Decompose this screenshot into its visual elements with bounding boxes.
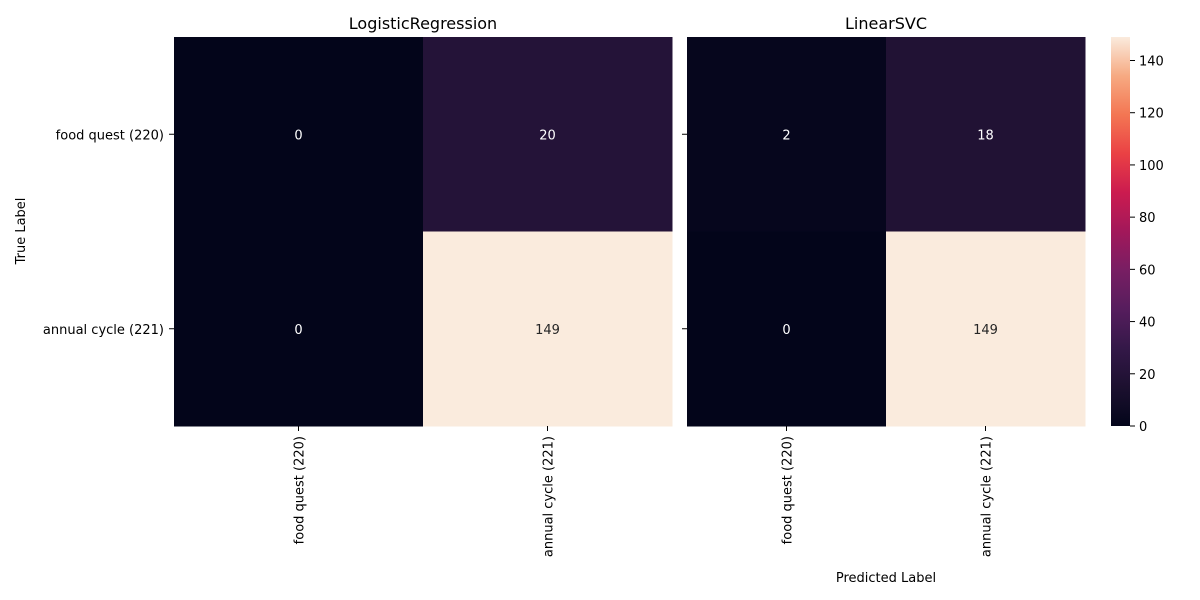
heatmap-panel-linear-svc: LinearSVC 2 18 0 149 food quest (220) annual…	[682, 14, 1086, 586]
colorbar-tick-label: 120	[1139, 107, 1164, 122]
cell-value-label: 149	[973, 323, 998, 338]
colorbar-tick-label: 20	[1139, 368, 1156, 383]
heatmap-cell	[886, 231, 1086, 427]
heatmap-cell	[423, 231, 673, 427]
y-tick-marks	[682, 133, 687, 330]
heatmap-cells: 2 18 0 149	[687, 37, 1086, 427]
cell-value-label: 20	[539, 128, 556, 143]
x-axis-label: Predicted Label	[836, 571, 936, 586]
heatmap-cell	[423, 37, 673, 232]
heatmap-cells: 0 20 0 149	[174, 37, 673, 427]
x-tick-label: food quest (220)	[293, 436, 308, 544]
cell-value-label: 18	[977, 128, 994, 143]
x-tick-label: annual cycle (221)	[980, 436, 995, 557]
x-tick-labels: food quest (220) annual cycle (221)	[293, 426, 557, 557]
y-tick-label: annual cycle (221)	[43, 323, 164, 338]
colorbar-tick-label: 60	[1139, 263, 1156, 278]
colorbar-gradient	[1111, 37, 1130, 426]
heatmap-cell	[886, 37, 1086, 232]
cell-value-label: 149	[535, 323, 560, 338]
cell-value-label: 0	[294, 323, 302, 338]
x-tick-label: food quest (220)	[781, 436, 796, 544]
colorbar-tick-label: 100	[1139, 159, 1164, 174]
heatmap-panel-logistic-regression: LogisticRegression 0 20 0 149 food quest (2…	[14, 14, 673, 557]
heatmap-cell	[174, 37, 424, 232]
cell-value-label: 0	[782, 323, 790, 338]
heatmap-cell	[687, 231, 887, 427]
y-tick-label: food quest (220)	[56, 128, 164, 143]
colorbar-tick-labels: 0 20 40 60 80 100 120 140	[1130, 54, 1164, 435]
panel-title: LogisticRegression	[349, 14, 497, 33]
cell-value-label: 0	[294, 128, 302, 143]
heatmap-cell	[174, 231, 424, 427]
colorbar-tick-label: 80	[1139, 211, 1156, 226]
x-tick-label: annual cycle (221)	[542, 436, 557, 557]
panel-title: LinearSVC	[845, 14, 927, 33]
cell-value-label: 2	[782, 128, 790, 143]
x-tick-labels: food quest (220) annual cycle (221)	[781, 426, 995, 557]
y-tick-labels: food quest (220) annual cycle (221)	[43, 128, 174, 338]
colorbar-tick-label: 0	[1139, 420, 1147, 435]
y-axis-label: True Label	[14, 198, 29, 266]
colorbar-tick-label: 40	[1139, 316, 1156, 331]
colorbar-tick-label: 140	[1139, 54, 1164, 69]
heatmap-cell	[687, 37, 887, 232]
colorbar: 0 20 40 60 80 100 120 140	[1111, 37, 1164, 435]
